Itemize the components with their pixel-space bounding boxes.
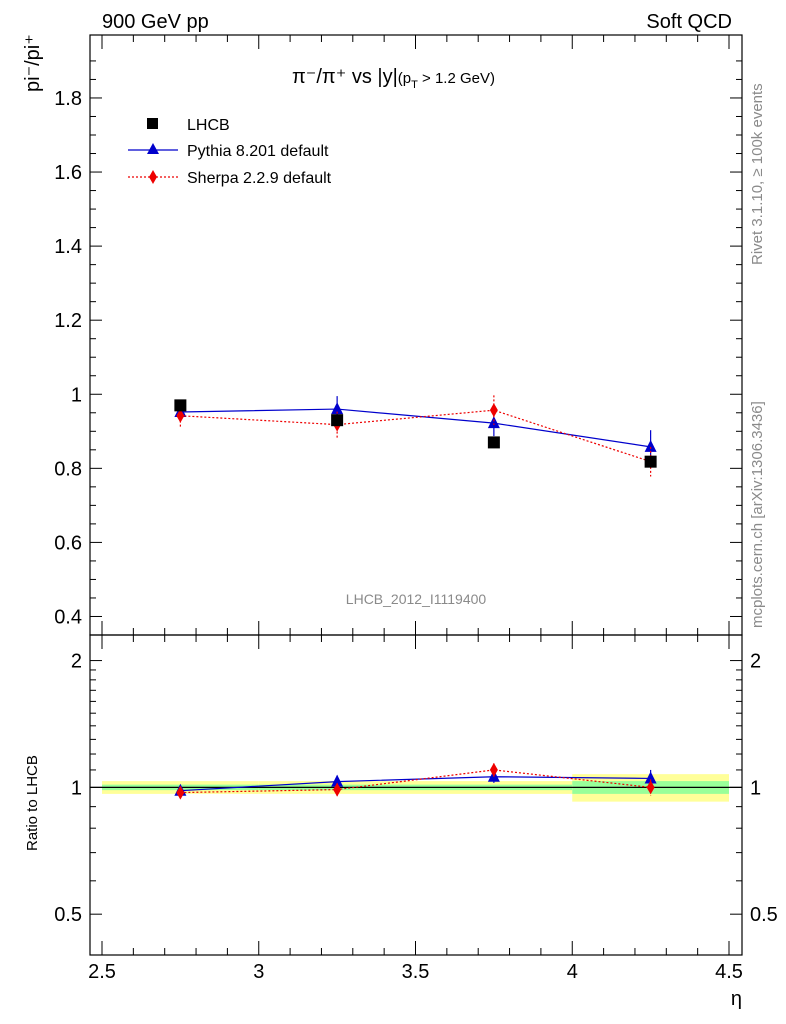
- pythia-point: [331, 402, 344, 415]
- y-tick-labels: 0.4 0.6 0.8 1 1.2 1.4 1.6 1.8 0.5 0.5 1 1 2 2: [54, 88, 778, 926]
- ratio-pythia-point: [331, 774, 344, 787]
- lhcb-point: [174, 399, 187, 412]
- sherpa-point: [176, 408, 185, 423]
- legend-pythia-label: Pythia 8.201 default: [187, 143, 329, 160]
- sherpa-line: [180, 409, 651, 463]
- legend-lhcb-label: LHCB: [187, 117, 230, 134]
- ratio-y-tick-label-right: 0.5: [750, 904, 778, 926]
- analysis-id-label: LHCB_2012_I1119400: [346, 591, 487, 607]
- plot-title: π⁻/π⁺ vs |y|(pT > 1.2 GeV): [292, 66, 495, 91]
- x-tick-labels: 2.5 3 3.5 4 4.5: [88, 961, 743, 983]
- x-tick-label: 3: [253, 961, 264, 983]
- sherpa-point: [489, 403, 498, 418]
- y-axis-title: pi⁻/pi⁺: [22, 34, 44, 92]
- axis-ticks: [90, 35, 742, 955]
- ratio-y-tick-label: 0.5: [54, 904, 82, 926]
- ratio-y-tick-label-right: 2: [750, 651, 761, 673]
- legend-sherpa-marker: [149, 170, 157, 184]
- legend-sherpa-label: Sherpa 2.2.9 default: [187, 170, 332, 187]
- y-tick-label: 1.2: [54, 310, 82, 332]
- ratio-sherpa-line: [180, 769, 651, 794]
- ratio-pythia-line: [180, 776, 651, 792]
- legend-pythia-marker: [147, 143, 159, 154]
- legend-lhcb-marker: [147, 118, 158, 129]
- legend: LHCB Pythia 8.201 default Sherpa 2.2.9 d…: [128, 117, 332, 187]
- y-tick-label: 1.8: [54, 88, 82, 110]
- pythia-line: [180, 408, 651, 448]
- data-marks: [174, 395, 657, 800]
- collision-label: 900 GeV pp: [102, 11, 209, 33]
- ratio-y-tick-label: 1: [71, 777, 82, 799]
- x-tick-label: 4: [567, 961, 578, 983]
- lhcb-point: [487, 436, 500, 449]
- source-url-label: mcplots.cern.ch [arXiv:1306.3436]: [749, 401, 766, 628]
- ratio-sherpa-point: [489, 762, 498, 777]
- x-tick-label: 2.5: [88, 961, 116, 983]
- ratio-axis-title: Ratio to LHCB: [24, 755, 41, 851]
- pythia-point: [644, 439, 657, 452]
- ratio-y-tick-label: 2: [71, 651, 82, 673]
- ratio-sherpa-point: [176, 785, 185, 800]
- x-tick-label: 3.5: [402, 961, 430, 983]
- lhcb-point: [331, 414, 344, 427]
- y-tick-label: 0.8: [54, 458, 82, 480]
- y-tick-label: 1.4: [54, 236, 82, 258]
- x-tick-label: 4.5: [715, 961, 743, 983]
- rivet-version-label: Rivet 3.1.10, ≥ 100k events: [749, 83, 766, 265]
- y-tick-label: 1.6: [54, 162, 82, 184]
- ratio-sherpa-point: [646, 780, 655, 795]
- ratio-y-tick-label-right: 1: [750, 777, 761, 799]
- y-tick-label: 1: [71, 384, 82, 406]
- ratio-pythia-point: [644, 771, 657, 784]
- lhcb-point: [644, 455, 657, 468]
- ratio-sherpa-point: [333, 782, 342, 797]
- process-label: Soft QCD: [646, 11, 732, 33]
- y-tick-label: 0.4: [54, 606, 82, 628]
- y-tick-label: 0.6: [54, 532, 82, 554]
- pythia-point: [487, 416, 500, 429]
- x-axis-title: η: [731, 988, 742, 1010]
